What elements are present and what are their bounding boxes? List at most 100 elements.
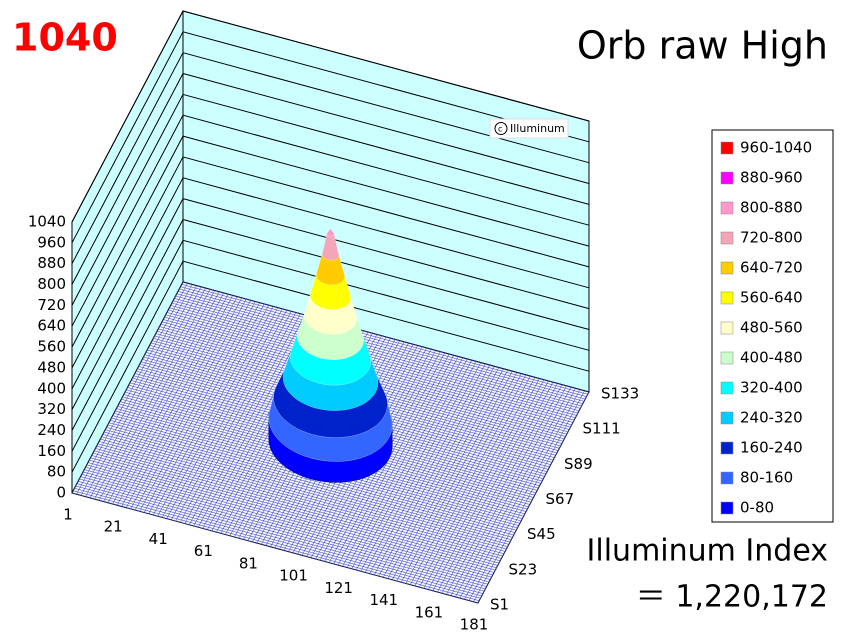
grid-line [71, 218, 590, 431]
mesh-line [473, 390, 585, 602]
walls [71, 10, 590, 494]
mesh-line [170, 305, 577, 416]
grid-line [71, 72, 590, 285]
grid-line [71, 10, 590, 223]
z-tick-label: 0 [56, 484, 66, 502]
legend-label: 0-80 [740, 499, 774, 517]
z-tick-label: 800 [37, 275, 66, 293]
legend-swatch [720, 321, 734, 335]
x-tick-label: 121 [324, 579, 353, 597]
z-tick-label: 160 [37, 442, 66, 460]
mesh-line [441, 382, 554, 594]
index-value: ＝ 1,220,172 [636, 580, 828, 615]
y-tick-label: S67 [546, 490, 575, 508]
mesh-line [459, 386, 572, 599]
legend-label: 720-800 [740, 229, 803, 247]
y-tick-label: S23 [509, 560, 538, 578]
mesh-line [446, 383, 558, 595]
legend-swatch [720, 381, 734, 395]
z-tick-label: 560 [37, 338, 66, 356]
legend-label: 160-240 [740, 439, 803, 457]
z-tick-label: 320 [37, 400, 66, 418]
watermark-box [489, 118, 569, 139]
mesh-line [175, 295, 582, 407]
y-tick-label: S1 [490, 596, 509, 614]
surface-band [326, 228, 335, 237]
x-tick-label: 1 [63, 506, 73, 524]
legend-swatch [720, 501, 734, 515]
mesh-line [477, 391, 590, 604]
mesh-line [464, 388, 576, 600]
mesh-line [180, 286, 587, 397]
legend-swatch [720, 291, 734, 305]
mesh-line [181, 284, 588, 395]
legend-label: 80-160 [740, 469, 793, 487]
legend-swatch [720, 471, 734, 485]
mesh-line [176, 293, 583, 404]
mesh-line [419, 375, 531, 588]
y-tick-label: S45 [527, 525, 556, 543]
mesh-line [437, 380, 549, 593]
mesh-line [423, 377, 536, 589]
mesh-line [414, 374, 527, 587]
legend-label: 240-320 [740, 409, 803, 427]
y-tick-label: S133 [601, 385, 639, 403]
legend-label: 320-400 [740, 379, 803, 397]
grid-line [71, 52, 590, 264]
y-tick-label: S111 [583, 420, 621, 438]
x-tick-label: 21 [104, 518, 123, 536]
x-tick-label: 101 [279, 567, 308, 585]
max-label: 1040 [12, 16, 118, 60]
mesh-line [173, 300, 580, 411]
mesh-line [174, 298, 581, 409]
legend-label: 960-1040 [740, 139, 812, 157]
x-tick-label: 41 [149, 530, 168, 548]
legend-swatch [720, 201, 734, 215]
z-tick-label: 720 [37, 296, 66, 314]
grid-line [71, 177, 590, 390]
z-tick-label: 480 [37, 358, 66, 376]
grid-line [71, 239, 590, 452]
legend-swatch [720, 171, 734, 185]
legend-swatch [720, 411, 734, 425]
mesh-line [450, 384, 563, 596]
mesh-line [428, 378, 540, 590]
legend-label: 640-720 [740, 259, 803, 277]
z-tick-label: 960 [37, 233, 66, 251]
legend-label: 400-480 [740, 349, 803, 367]
z-tick-label: 80 [47, 463, 66, 481]
z-tick-label: 1040 [28, 213, 66, 231]
legend-label: 560-640 [740, 289, 803, 307]
legend-label: 800-880 [740, 199, 803, 217]
legend-label: 480-560 [740, 319, 803, 337]
grid-line [71, 260, 590, 473]
watermark: Illuminum [510, 122, 565, 135]
grid-line [71, 114, 590, 327]
mesh-line [432, 379, 545, 591]
legend-swatch [720, 441, 734, 455]
y-tick-label: S89 [564, 455, 593, 473]
surface [268, 228, 393, 483]
index-label: Illuminum Index [587, 534, 828, 569]
chart-title: Orb raw High [577, 24, 828, 68]
legend-swatch [720, 261, 734, 275]
legend-swatch [720, 231, 734, 245]
grid-line [71, 93, 590, 306]
x-tick-label: 181 [460, 616, 489, 634]
x-tick-label: 161 [415, 603, 444, 621]
z-tick-label: 400 [37, 379, 66, 397]
grid-line [71, 156, 590, 369]
x-tick-label: 61 [194, 542, 213, 560]
mesh-line [468, 389, 581, 601]
mesh-line [171, 302, 578, 414]
grid-line [71, 198, 590, 410]
x-tick-label: 81 [239, 554, 258, 572]
axis-labels: 0 80 160 240 320 400 480 560 640 720 800 880 960 1040… [28, 213, 639, 634]
copyright-c: c [498, 125, 502, 134]
legend-swatch [720, 141, 734, 155]
z-tick-label: 640 [37, 317, 66, 335]
mesh-line [455, 385, 567, 598]
grid-line [71, 31, 590, 244]
mesh-line [178, 291, 585, 402]
